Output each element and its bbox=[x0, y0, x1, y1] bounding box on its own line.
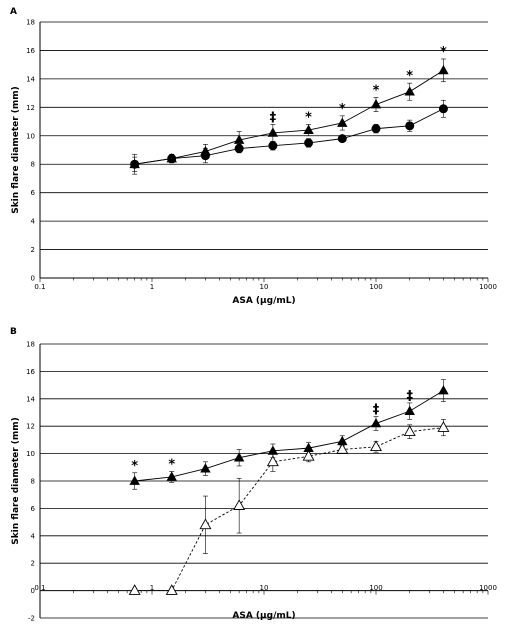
data-point bbox=[234, 144, 244, 154]
series-0: ‡ * * * * * bbox=[129, 45, 449, 172]
x-tick-label: 100 bbox=[369, 584, 382, 592]
data-point bbox=[437, 421, 450, 432]
series-1 bbox=[130, 99, 448, 175]
data-point bbox=[404, 405, 415, 415]
y-tick-label: 0 bbox=[31, 275, 35, 283]
x-axis-title: ASA (µg/mL) bbox=[232, 611, 295, 621]
data-point bbox=[233, 499, 246, 510]
y-tick-label: 14 bbox=[26, 75, 35, 83]
data-point bbox=[370, 440, 382, 452]
data-point bbox=[199, 518, 212, 530]
y-tick-label: 8 bbox=[31, 161, 35, 169]
data-point bbox=[200, 463, 211, 473]
x-axis-title: ASA (µg/mL) bbox=[232, 296, 295, 306]
y-tick-label: 18 bbox=[26, 19, 35, 27]
data-point bbox=[303, 442, 314, 452]
data-point bbox=[167, 154, 177, 164]
y-tick-label: 14 bbox=[26, 395, 35, 403]
significance-mark: ‡ bbox=[270, 110, 277, 125]
data-point bbox=[129, 475, 140, 485]
y-tick-label: 0 bbox=[31, 587, 35, 595]
data-point bbox=[267, 127, 279, 137]
y-tick-label: 10 bbox=[26, 132, 35, 140]
panel-label: B bbox=[10, 327, 17, 337]
x-tick-label: 10 bbox=[260, 584, 269, 592]
data-point bbox=[233, 452, 245, 462]
x-tick-label: 10 bbox=[260, 283, 269, 291]
data-point bbox=[302, 449, 315, 461]
data-point bbox=[200, 151, 210, 161]
x-tick-label: 0.1 bbox=[34, 283, 45, 291]
data-point bbox=[166, 471, 177, 481]
series-line bbox=[134, 69, 444, 165]
data-point bbox=[304, 138, 314, 148]
y-tick-label: 6 bbox=[31, 505, 36, 513]
data-point bbox=[438, 104, 448, 114]
y-tick-label: 16 bbox=[26, 368, 35, 376]
data-point bbox=[337, 134, 347, 144]
y-tick-label: 16 bbox=[26, 47, 35, 55]
significance-mark: * bbox=[373, 83, 380, 98]
y-tick-label: -2 bbox=[28, 615, 35, 623]
significance-mark: * bbox=[305, 110, 312, 125]
data-point bbox=[165, 584, 178, 595]
y-tick-label: 2 bbox=[31, 246, 35, 254]
data-point bbox=[303, 124, 314, 134]
data-point bbox=[268, 141, 278, 151]
y-tick-label: 8 bbox=[31, 478, 35, 486]
significance-mark: ‡ bbox=[373, 403, 380, 418]
significance-mark: * bbox=[440, 45, 447, 60]
data-point bbox=[128, 584, 141, 595]
series-1 bbox=[128, 419, 450, 595]
y-tick-label: 4 bbox=[31, 218, 36, 226]
y-tick-label: 6 bbox=[31, 189, 36, 197]
series-line bbox=[134, 390, 444, 482]
y-tick-label: 10 bbox=[26, 450, 35, 458]
panel-a: 0 2 4 6 8 10 12 14 16 18 0.1 1 10 100 1000 ASA (µg/mL) S… bbox=[10, 7, 497, 306]
data-point bbox=[405, 121, 415, 131]
x-tick-label: 1000 bbox=[479, 584, 497, 592]
significance-mark: ‡ bbox=[406, 389, 413, 404]
x-tick-label: 0.1 bbox=[34, 584, 45, 592]
data-point bbox=[267, 445, 279, 455]
data-point bbox=[130, 159, 140, 169]
data-point bbox=[371, 124, 381, 134]
x-tick-label: 100 bbox=[369, 283, 382, 291]
data-point bbox=[337, 435, 348, 446]
significance-mark: * bbox=[406, 69, 413, 84]
panel-label: A bbox=[10, 7, 17, 17]
data-point bbox=[370, 417, 382, 428]
series-line bbox=[134, 108, 444, 165]
data-point bbox=[266, 455, 279, 467]
data-point bbox=[336, 443, 349, 454]
data-point bbox=[233, 134, 245, 144]
x-tick-label: 1000 bbox=[479, 283, 497, 291]
y-tick-label: 4 bbox=[31, 532, 36, 540]
x-tick-label: 1 bbox=[150, 584, 154, 592]
data-point bbox=[403, 425, 416, 436]
y-tick-label: 18 bbox=[26, 341, 35, 349]
data-point bbox=[404, 86, 415, 96]
series-line bbox=[134, 427, 444, 592]
data-point bbox=[337, 117, 348, 127]
data-point bbox=[370, 98, 382, 109]
series-0: * * ‡ ‡ bbox=[129, 379, 449, 490]
y-axis-title: Skin flare diameter (mm) bbox=[11, 417, 21, 545]
data-point bbox=[438, 385, 449, 395]
significance-mark: * bbox=[131, 459, 138, 474]
y-axis-title: Skin flare diameter (mm) bbox=[11, 86, 21, 214]
y-tick-label: 2 bbox=[31, 560, 35, 568]
data-point bbox=[438, 64, 449, 75]
y-tick-label: 12 bbox=[26, 104, 35, 112]
x-tick-label: 1 bbox=[150, 283, 154, 291]
y-tick-label: 12 bbox=[26, 423, 35, 431]
panel-b: -2 0 2 4 6 8 10 12 14 16 18 0.1 1 10 100 1000 ASA (µg/mL… bbox=[10, 327, 497, 623]
significance-mark: * bbox=[168, 457, 175, 472]
significance-mark: * bbox=[339, 102, 346, 117]
